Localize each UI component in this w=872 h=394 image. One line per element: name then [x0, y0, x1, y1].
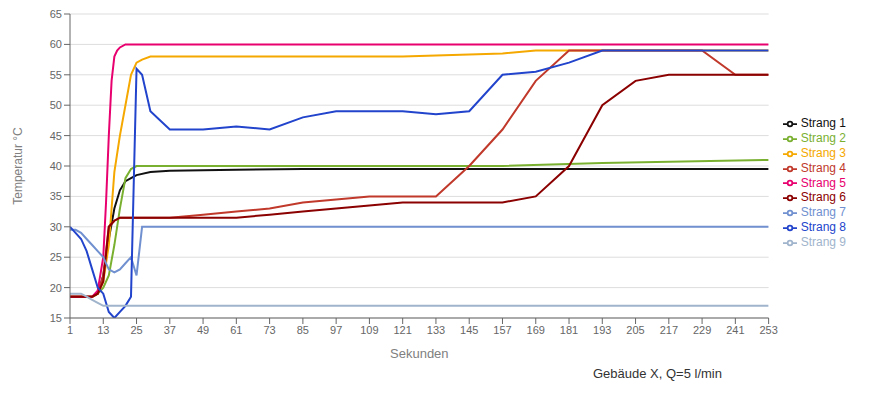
svg-text:157: 157	[493, 324, 511, 336]
svg-text:253: 253	[759, 324, 777, 336]
html-text:Strang 7: Strang 7	[800, 205, 846, 220]
html-text:Strang 2: Strang 2	[800, 131, 846, 146]
svg-text:1: 1	[67, 324, 73, 336]
svg-text:133: 133	[427, 324, 445, 336]
svg-text:Sekunden: Sekunden	[390, 346, 449, 361]
svg-text:25: 25	[130, 324, 142, 336]
svg-text:73: 73	[263, 324, 275, 336]
svg-text:181: 181	[560, 324, 578, 336]
svg-text:55: 55	[50, 69, 62, 81]
svg-text:45: 45	[50, 130, 62, 142]
svg-text:121: 121	[393, 324, 411, 336]
svg-text:20: 20	[50, 282, 62, 294]
svg-text:85: 85	[297, 324, 309, 336]
svg-text:15: 15	[50, 312, 62, 324]
svg-text:50: 50	[50, 99, 62, 111]
svg-text:37: 37	[164, 324, 176, 336]
svg-text:109: 109	[360, 324, 378, 336]
svg-text:30: 30	[50, 221, 62, 233]
html-text:Strang 9: Strang 9	[800, 234, 846, 249]
html-text:Strang 3: Strang 3	[800, 145, 846, 160]
svg-text:25: 25	[50, 251, 62, 263]
svg-text:13: 13	[97, 324, 109, 336]
html-text:Strang 6: Strang 6	[800, 190, 846, 205]
svg-text:145: 145	[460, 324, 478, 336]
svg-text:61: 61	[230, 324, 242, 336]
svg-text:205: 205	[626, 324, 644, 336]
html-text:Strang 4: Strang 4	[800, 160, 846, 175]
svg-text:217: 217	[660, 324, 678, 336]
html-text:Strang 8: Strang 8	[800, 220, 846, 235]
svg-text:49: 49	[197, 324, 209, 336]
svg-text:241: 241	[726, 324, 744, 336]
svg-text:35: 35	[50, 190, 62, 202]
svg-text:40: 40	[50, 160, 62, 172]
svg-text:Temperatur °C: Temperatur °C	[11, 127, 25, 205]
svg-text:60: 60	[50, 38, 62, 50]
svg-text:65: 65	[50, 8, 62, 20]
svg-text:169: 169	[527, 324, 545, 336]
svg-text:193: 193	[593, 324, 611, 336]
html-text:Strang 1: Strang 1	[800, 116, 846, 131]
html-text:Gebäude X, Q=5 l/min: Gebäude X, Q=5 l/min	[593, 366, 722, 381]
svg-text:97: 97	[330, 324, 342, 336]
html-text:Strang 5: Strang 5	[800, 175, 846, 190]
svg-text:229: 229	[693, 324, 711, 336]
